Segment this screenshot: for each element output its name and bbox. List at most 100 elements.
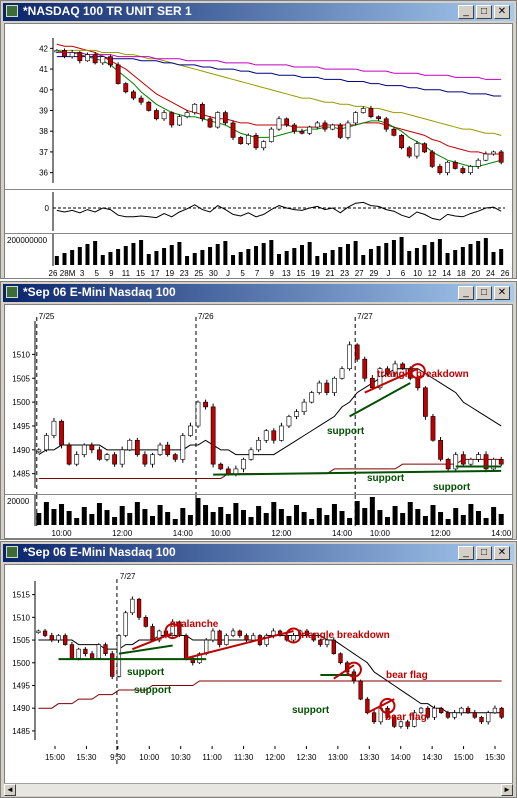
x-tick-label: 19: [311, 269, 320, 278]
cci-pane[interactable]: 0: [5, 190, 512, 234]
candle-up: [360, 108, 366, 113]
volume-bar: [299, 245, 304, 265]
price-pane[interactable]: 1515 1510 1505 1500 1495 1490 1485 7/27 avalanch…: [5, 565, 512, 746]
y-tick-label: 1485: [12, 727, 30, 736]
volume-bar: [453, 250, 458, 265]
date-marker: 7/27: [120, 572, 136, 581]
volume-bar: [476, 241, 481, 265]
volume-bar: [200, 250, 205, 265]
candle-down: [354, 344, 360, 360]
volume-bar: [468, 244, 473, 265]
chart-window-5min[interactable]: *Sep 06 E-Mini Nasdaq 100 _ □ ✕ Intraday…: [0, 541, 517, 798]
candle-down: [89, 653, 95, 659]
volume-bar: [445, 253, 450, 265]
volume-bar: [376, 246, 381, 265]
scroll-left-arrow-icon[interactable]: ◄: [4, 784, 16, 796]
support-line: [349, 382, 411, 418]
breakdown-circle: [285, 627, 302, 644]
candle-up: [116, 635, 122, 677]
minimize-button[interactable]: _: [458, 5, 474, 19]
price-pane[interactable]: 1510 1505 1500 1495 1490 1485 7/25 7/26 7/27 tria…: [5, 305, 512, 495]
volume-bar: [460, 515, 466, 525]
chart-app-icon: [6, 5, 18, 17]
volume-bar: [468, 504, 474, 525]
volume-bar: [315, 256, 320, 265]
annotation-avalanche: avalanche: [170, 619, 219, 630]
candle-up: [268, 128, 274, 142]
window-titlebar[interactable]: *NASDAQ 100 TR UNIT SER 1 _ □ ✕: [3, 3, 514, 21]
candle-down: [115, 64, 121, 84]
candle-down: [324, 382, 330, 393]
candle-up: [353, 112, 359, 124]
candle-down: [165, 444, 171, 455]
volume-bar: [51, 509, 57, 525]
chart-area[interactable]: Daily (Left)QQQQ - NASDAQ 100 TR UNIT SE…: [4, 23, 513, 279]
candle-up: [233, 468, 239, 474]
candle-down: [225, 468, 231, 474]
minimize-button[interactable]: _: [458, 286, 474, 300]
chart-window-15min[interactable]: *Sep 06 E-Mini Nasdaq 100 _ □ ✕ Intraday…: [0, 281, 517, 540]
chart-area[interactable]: Intraday (Left)/NQU6 - Sep 06 E-Mini Nas…: [4, 564, 513, 784]
volume-bar: [345, 244, 350, 265]
candle-down: [439, 707, 444, 714]
candle-down: [146, 101, 152, 111]
candle-down: [304, 630, 310, 636]
x-tick-label: 12:00: [112, 529, 133, 538]
volume-bar: [54, 256, 59, 265]
close-button[interactable]: ✕: [494, 546, 510, 560]
candle-up: [263, 430, 269, 441]
window-title: *NASDAQ 100 TR UNIT SER 1: [23, 4, 192, 18]
ma-line-ma200: [56, 52, 502, 80]
volume-bar: [112, 517, 118, 525]
volume-bar: [59, 504, 65, 525]
candle-down: [134, 439, 140, 455]
candle-up: [177, 116, 182, 126]
cci-tick-label: 0: [45, 204, 50, 213]
volume-bar: [142, 509, 148, 525]
volume-bar: [238, 252, 243, 265]
minimize-button[interactable]: _: [458, 546, 474, 560]
candle-down: [154, 110, 159, 120]
candle-down: [337, 124, 343, 138]
volume-bar: [438, 512, 444, 525]
volume-bar: [215, 244, 220, 265]
y-tick-label: 37: [39, 148, 48, 157]
close-button[interactable]: ✕: [494, 286, 510, 300]
volume-bar: [407, 251, 412, 265]
maximize-button[interactable]: □: [476, 286, 492, 300]
candle-up: [130, 598, 135, 614]
volume-pane[interactable]: 20000: [5, 495, 512, 526]
volume-bar: [391, 240, 396, 265]
bear-flag-circle: [379, 697, 396, 714]
volume-bar: [384, 243, 389, 265]
close-button[interactable]: ✕: [494, 5, 510, 19]
volume-pane[interactable]: 200000000: [5, 234, 512, 266]
scroll-right-arrow-icon[interactable]: ►: [501, 784, 513, 796]
maximize-button[interactable]: □: [476, 546, 492, 560]
maximize-button[interactable]: □: [476, 5, 492, 19]
candle-down: [89, 444, 95, 451]
price-chart-svg: 1515 1510 1505 1500 1495 1490 1485 7/27 avalanch…: [12, 572, 504, 746]
window-titlebar[interactable]: *Sep 06 E-Mini Nasdaq 100 _ □ ✕: [3, 284, 514, 302]
chart-area[interactable]: Intraday (Left)/NQU6 - Sep 06 E-Mini Nas…: [4, 304, 513, 539]
candle-up: [453, 454, 459, 470]
volume-bar: [483, 238, 488, 265]
volume-bar: [354, 501, 360, 525]
candle-down: [391, 128, 397, 136]
y-tick-label: 1495: [12, 422, 30, 431]
volume-bar: [277, 254, 281, 265]
window-titlebar[interactable]: *Sep 06 E-Mini Nasdaq 100 _ □ ✕: [3, 544, 514, 562]
price-pane[interactable]: 42 41 40 39 38 37 36: [5, 24, 512, 190]
x-tick-label: 15:00: [45, 753, 66, 762]
volume-bar: [491, 507, 497, 525]
candle-down: [217, 630, 222, 645]
horizontal-scrollbar[interactable]: ◄ ►: [4, 783, 513, 796]
volume-bar: [231, 255, 236, 265]
candle-down: [253, 135, 259, 149]
candle-up: [291, 635, 296, 641]
chart-window-daily[interactable]: *NASDAQ 100 TR UNIT SER 1 _ □ ✕ Daily (L…: [0, 0, 517, 279]
x-tick-label: 14:00: [391, 753, 412, 762]
x-tick-label: 14:30: [422, 753, 443, 762]
volume-bar: [430, 505, 436, 525]
volume-bar: [256, 506, 262, 525]
